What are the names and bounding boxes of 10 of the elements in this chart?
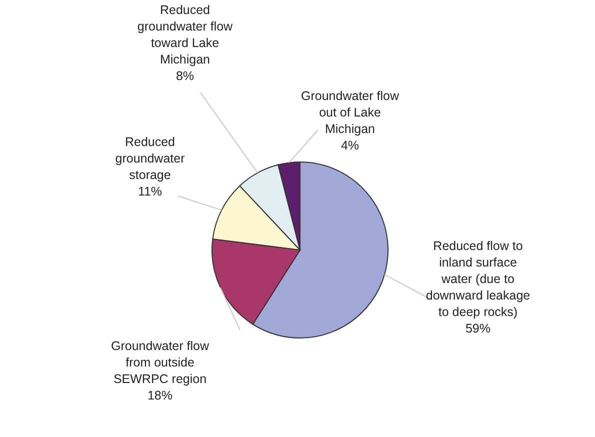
data-label: 8%: [176, 69, 194, 83]
slice-label: Reduced flow to inland surface water (due to downward leakage to deep rocks): [426, 239, 530, 319]
slice-label: Groundwater flow out of Lake Michigan: [301, 89, 400, 136]
slice-label: Reduced groundwater flow toward Lake Michigan: [137, 3, 234, 66]
slice-label: Groundwater flow from outside SEWRPC region: [111, 339, 210, 386]
slice-label: Reduced groundwater storage: [115, 135, 185, 182]
data-label: 18%: [147, 388, 173, 402]
data-label: 4%: [340, 138, 360, 152]
data-label: 11%: [138, 184, 162, 198]
data-label: 59%: [465, 322, 491, 336]
